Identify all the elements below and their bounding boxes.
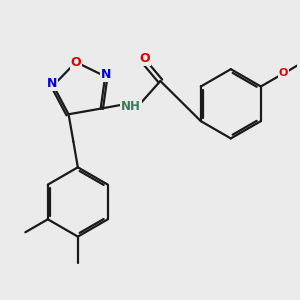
Text: O: O <box>279 68 288 78</box>
Text: O: O <box>140 52 150 65</box>
Text: O: O <box>70 56 81 69</box>
Text: NH: NH <box>121 100 141 113</box>
Text: N: N <box>101 68 112 81</box>
Text: N: N <box>47 77 57 90</box>
